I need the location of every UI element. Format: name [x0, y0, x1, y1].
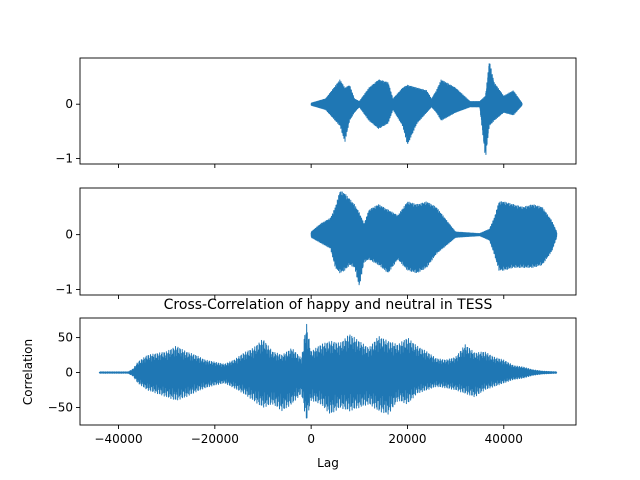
y-axis-label: Correlation [21, 339, 35, 405]
y-tick-label: 0 [65, 366, 73, 380]
x-tick-label: −20000 [191, 432, 239, 446]
series-2-waveform [310, 191, 558, 286]
subplot-3: −50 0 50 −40000 −20000 0 20000 40000 Cross-Corr… [21, 297, 577, 470]
subplot-3-frame [79, 317, 577, 426]
x-tick-label: 0 [307, 432, 315, 446]
subplot-1-ticks: −1 0 [55, 97, 505, 168]
subplot-3-ticks: −50 0 50 −40000 −20000 0 20000 40000 [48, 331, 523, 446]
y-tick-label: 0 [65, 97, 73, 111]
y-tick-label: 0 [65, 228, 73, 242]
subplot-1: −1 0 [55, 57, 577, 168]
chart-title: Cross-Correlation of happy and neutral i… [164, 297, 493, 313]
y-tick-label: −1 [55, 152, 73, 166]
x-axis-label: Lag [317, 456, 339, 470]
subplot-2: −1 0 [55, 187, 577, 299]
subplot-1-frame [79, 57, 577, 165]
y-tick-label: 50 [58, 331, 73, 345]
series-3-cross-correlation [98, 323, 558, 419]
x-tick-label: 40000 [485, 432, 523, 446]
y-tick-label: −50 [48, 401, 73, 415]
x-tick-label: 20000 [388, 432, 426, 446]
y-tick-label: −1 [55, 283, 73, 297]
subplot-2-frame [79, 187, 577, 296]
subplot-2-ticks: −1 0 [55, 228, 505, 299]
x-tick-label: −40000 [94, 432, 142, 446]
series-1-waveform [310, 63, 523, 156]
